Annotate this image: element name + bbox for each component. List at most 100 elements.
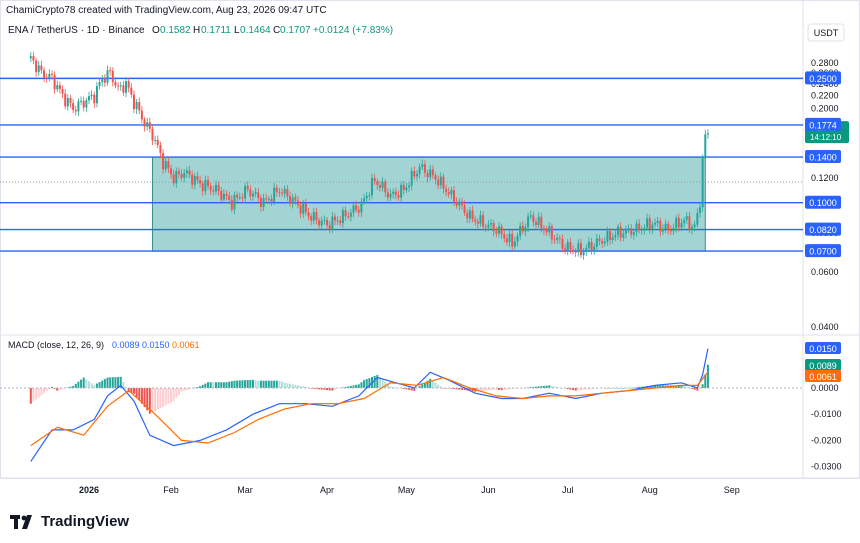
candle-body <box>492 222 495 232</box>
candle-body <box>558 237 561 239</box>
candle-body <box>378 184 381 188</box>
macd-tick-label: -0.0300 <box>811 462 842 472</box>
macd-hist-bar <box>460 388 463 390</box>
macd-hist-bar <box>40 388 43 396</box>
macd-hist-bar <box>357 384 360 388</box>
candle-body <box>53 74 56 90</box>
high-label: H <box>193 25 200 36</box>
candle-body <box>495 231 498 234</box>
macd-hist-bar <box>88 381 90 388</box>
macd-hist-bar <box>175 388 178 398</box>
candle-body <box>233 194 236 210</box>
macd-hist-bar <box>132 388 135 394</box>
macd-hist-bar <box>98 382 101 388</box>
macd-hist-bar <box>177 388 180 395</box>
candle-body <box>262 198 265 208</box>
candle-body <box>193 176 196 185</box>
macd-hist-bar <box>310 388 313 389</box>
candle-body <box>169 168 172 175</box>
macd-hist-bar <box>233 380 236 388</box>
candle-body <box>331 216 334 230</box>
candle-body <box>482 215 485 227</box>
candle-body <box>90 94 93 97</box>
candle-body <box>484 226 487 228</box>
low-value: 0.1464 <box>240 25 271 36</box>
candle-body <box>384 181 387 193</box>
candle-body <box>220 190 223 200</box>
macd-hist-bar <box>363 380 366 388</box>
candle-body <box>281 192 284 194</box>
macd-hist-bar <box>413 388 416 391</box>
macd-hist-bar <box>394 387 397 388</box>
candle-body <box>513 241 516 247</box>
macd-hist-bar <box>341 387 344 388</box>
candle-body <box>77 101 80 112</box>
macd-hist-bar <box>463 388 466 391</box>
macd-hist-bar <box>326 388 329 391</box>
macd-hist-bar <box>429 378 432 388</box>
candle-body <box>371 178 374 196</box>
macd-hist-bar <box>368 378 371 388</box>
level-label-bg <box>805 244 841 258</box>
candle-body <box>95 85 98 104</box>
tradingview-logo[interactable]: TradingView <box>10 513 129 530</box>
macd-hist-bar <box>114 377 117 388</box>
candle-body <box>191 174 194 185</box>
macd-hist-bar <box>535 386 538 388</box>
candle-body <box>640 229 643 231</box>
macd-hist-bar <box>196 386 199 388</box>
candle-body <box>64 93 67 107</box>
macd-hist-bar <box>111 377 114 388</box>
macd-tick-label: 0.0000 <box>811 383 839 393</box>
macd-hist-bar <box>85 379 88 388</box>
macd-hist-bar <box>558 387 561 388</box>
macd-hist-bar <box>35 388 38 400</box>
level-label: 0.0820 <box>809 225 837 235</box>
macd-value-1: 0.0089 <box>112 340 140 350</box>
candle-body <box>69 97 72 104</box>
candle-body <box>177 171 180 174</box>
candle-body <box>532 215 535 222</box>
macd-hist-bar <box>32 388 35 402</box>
macd-hist-bar <box>188 388 191 390</box>
candle-body <box>88 96 90 101</box>
macd-hist-bar <box>344 386 347 388</box>
candle-body <box>614 234 617 238</box>
macd-hist-bar <box>212 382 215 388</box>
macd-hist-bar <box>402 388 405 389</box>
candle-body <box>299 205 302 214</box>
candle-body <box>183 173 186 178</box>
macd-hist-bar <box>29 388 32 404</box>
macd-hist-bar <box>66 387 69 388</box>
candle-body <box>98 82 101 86</box>
macd-value-label: 0.0150 <box>809 344 837 354</box>
candle-body <box>363 198 366 202</box>
candle-body <box>659 220 662 232</box>
macd-hist-bar <box>135 388 138 398</box>
candle-body <box>429 169 432 178</box>
macd-hist-bar <box>450 388 453 389</box>
macd-hist-bar <box>548 385 551 388</box>
macd-hist-bar <box>69 386 72 388</box>
candle-body <box>648 218 651 230</box>
candle-body <box>490 222 493 225</box>
macd-hist-bar <box>408 388 411 390</box>
low-label: L <box>234 25 240 36</box>
candle-body <box>32 56 35 61</box>
candle-body <box>688 216 691 230</box>
macd-hist-bar <box>704 374 707 388</box>
candle-body <box>392 191 395 194</box>
macd-hist-bar <box>289 383 292 388</box>
candle-body <box>630 228 633 235</box>
macd-hist-bar <box>103 379 106 388</box>
macd-hist-bar <box>442 388 445 389</box>
currency-badge[interactable] <box>807 23 845 42</box>
candle-body <box>601 240 604 244</box>
candle-body <box>564 248 567 251</box>
symbol-title: ENA / TetherUS · 1D · Binance <box>8 25 145 36</box>
candle-body <box>460 201 463 206</box>
countdown-label: 14:12:10 <box>810 133 842 142</box>
candle-body <box>466 212 469 219</box>
candle-body <box>207 180 210 186</box>
macd-hist-bar <box>214 382 217 388</box>
